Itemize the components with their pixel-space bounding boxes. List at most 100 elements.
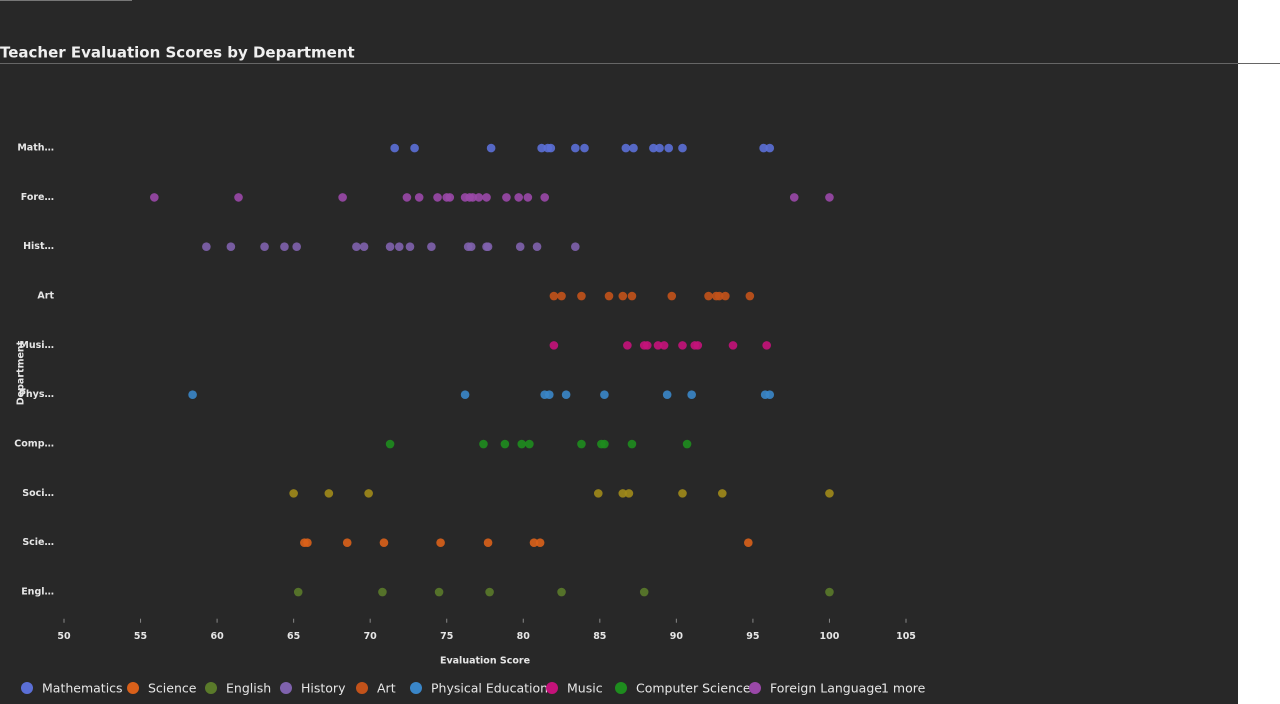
point <box>642 341 652 350</box>
point <box>515 242 525 252</box>
point <box>483 242 493 252</box>
point <box>434 587 444 597</box>
point <box>662 390 672 400</box>
x-tick-label: 80 <box>517 631 531 642</box>
point <box>385 439 395 449</box>
point <box>721 291 730 301</box>
point <box>789 193 799 202</box>
legend-label: Music <box>567 681 603 696</box>
point <box>714 291 724 301</box>
legend-swatch <box>205 682 217 694</box>
point <box>765 143 775 153</box>
point <box>653 341 663 350</box>
y-tick-label: Soci… <box>22 488 54 499</box>
point <box>544 390 554 400</box>
point <box>687 390 696 400</box>
point <box>188 390 197 400</box>
point <box>649 143 658 153</box>
y-tick-label: Hist… <box>23 241 54 252</box>
point <box>604 291 614 301</box>
point <box>664 143 674 153</box>
y-tick-label: Musi… <box>19 340 54 351</box>
x-tick-label: 55 <box>134 631 147 642</box>
point <box>289 489 298 498</box>
point <box>433 193 442 202</box>
point <box>292 242 301 252</box>
legend-swatch <box>615 682 627 694</box>
point <box>303 538 312 548</box>
point <box>577 439 586 449</box>
legend-label: Computer Science <box>636 681 751 696</box>
legend-swatch <box>356 682 368 694</box>
point <box>402 193 412 202</box>
point <box>226 242 236 252</box>
y-tick-label: Math… <box>17 143 54 154</box>
point <box>639 587 649 597</box>
legend-label: Art <box>377 681 396 696</box>
point <box>150 193 159 202</box>
point <box>500 439 510 449</box>
legend-label: Mathematics <box>42 681 123 696</box>
legend-label: Science <box>148 681 197 696</box>
point <box>474 193 484 202</box>
y-tick-label: Art <box>37 291 54 302</box>
point <box>436 538 445 548</box>
point <box>532 242 542 252</box>
x-tick-label: 50 <box>57 631 71 642</box>
point <box>593 489 603 498</box>
point <box>678 341 687 350</box>
point <box>627 439 637 449</box>
x-tick-label: 95 <box>746 631 759 642</box>
point <box>580 143 589 153</box>
point <box>557 291 566 301</box>
point <box>557 587 566 597</box>
point <box>466 242 476 252</box>
point <box>379 538 389 548</box>
legend-label: English <box>226 681 271 696</box>
point <box>546 143 556 153</box>
point <box>410 143 419 153</box>
x-tick-label: 100 <box>820 631 840 642</box>
y-tick-label: Comp… <box>14 439 54 450</box>
y-tick-label: Fore… <box>21 192 54 203</box>
point <box>479 439 488 449</box>
point <box>667 291 677 301</box>
legend-label: History <box>301 681 346 696</box>
point <box>600 390 609 400</box>
point <box>577 291 586 301</box>
point <box>525 439 534 449</box>
point <box>682 439 692 449</box>
y-tick-label: Phys… <box>19 389 54 400</box>
legend-swatch <box>127 682 139 694</box>
point <box>659 341 669 350</box>
point <box>324 489 334 498</box>
point <box>624 489 634 498</box>
point <box>468 193 478 202</box>
x-tick-label: 70 <box>364 631 378 642</box>
legend-swatch <box>280 682 292 694</box>
point <box>540 193 550 202</box>
legend-more: 1 more <box>881 681 926 696</box>
point <box>693 341 703 350</box>
point <box>825 193 834 202</box>
point <box>549 341 559 350</box>
x-tick-label: 65 <box>287 631 300 642</box>
point <box>280 242 289 252</box>
x-tick-label: 60 <box>210 631 224 642</box>
legend-label: Physical Education <box>431 681 548 696</box>
point <box>762 341 771 350</box>
point <box>427 242 436 252</box>
point <box>529 538 539 548</box>
y-tick-label: Scie… <box>22 537 54 548</box>
background <box>0 0 1238 704</box>
point <box>825 489 834 498</box>
legend-label: Foreign Language <box>770 681 882 696</box>
point <box>359 242 369 252</box>
point <box>460 390 470 400</box>
point <box>342 538 352 548</box>
point <box>394 242 404 252</box>
point <box>535 538 545 548</box>
legend-swatch <box>546 682 558 694</box>
